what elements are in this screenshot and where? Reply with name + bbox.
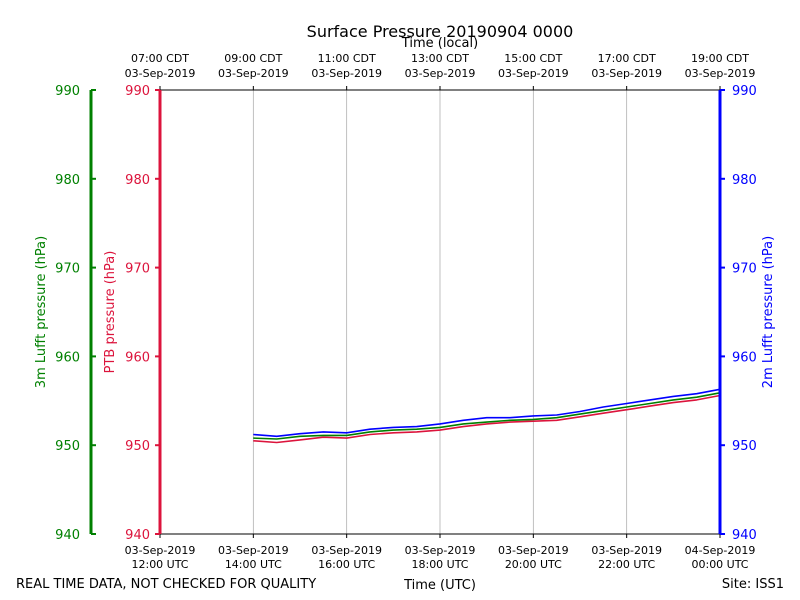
x-tick-date: 03-Sep-2019 bbox=[405, 544, 476, 557]
x-tick-time: 22:00 UTC bbox=[598, 558, 655, 571]
top-tick-time: 07:00 CDT bbox=[131, 52, 189, 65]
site-label: Site: ISS1 bbox=[722, 577, 784, 592]
x-tick-date: 03-Sep-2019 bbox=[218, 544, 289, 557]
ptb-y-tick-label: 940 bbox=[125, 528, 150, 543]
lufft3m-y-tick-label: 940 bbox=[55, 528, 80, 543]
top-axis-label: Time (local) bbox=[401, 36, 478, 51]
lufft2m-y-tick-label: 950 bbox=[732, 439, 757, 454]
x-tick-time: 20:00 UTC bbox=[505, 558, 562, 571]
top-tick-date: 03-Sep-2019 bbox=[218, 67, 289, 80]
x-tick-time: 14:00 UTC bbox=[225, 558, 282, 571]
top-tick-date: 03-Sep-2019 bbox=[591, 67, 662, 80]
x-tick-date: 03-Sep-2019 bbox=[591, 544, 662, 557]
x-axis-label: Time (UTC) bbox=[403, 578, 476, 593]
top-tick-time: 15:00 CDT bbox=[504, 52, 562, 65]
chart-title: Surface Pressure 20190904 0000 bbox=[307, 22, 574, 41]
x-tick-time: 00:00 UTC bbox=[691, 558, 748, 571]
x-tick-date: 03-Sep-2019 bbox=[311, 544, 382, 557]
grid-lines bbox=[252, 90, 628, 534]
top-tick-date: 03-Sep-2019 bbox=[405, 67, 476, 80]
lufft3m-y-tick-label: 980 bbox=[55, 173, 80, 188]
lufft3m-y-tick-label: 990 bbox=[55, 84, 80, 99]
ptb-y-tick-label: 950 bbox=[125, 439, 150, 454]
top-tick-time: 19:00 CDT bbox=[691, 52, 749, 65]
ptb-y-tick-label: 990 bbox=[125, 84, 150, 99]
x-tick-time: 16:00 UTC bbox=[318, 558, 375, 571]
top-tick-time: 09:00 CDT bbox=[224, 52, 282, 65]
ptb-y-tick-label: 980 bbox=[125, 173, 150, 188]
lufft2m-y-tick-label: 990 bbox=[732, 84, 757, 99]
top-tick-date: 03-Sep-2019 bbox=[498, 67, 569, 80]
lufft3m-y-tick-label: 950 bbox=[55, 439, 80, 454]
top-tick-time: 13:00 CDT bbox=[411, 52, 469, 65]
lufft2m-y-tick-label: 980 bbox=[732, 173, 757, 188]
x-tick-date: 04-Sep-2019 bbox=[685, 544, 756, 557]
series-layer bbox=[253, 388, 721, 444]
top-tick-time: 17:00 CDT bbox=[598, 52, 656, 65]
lufft2m-y-tick-label: 970 bbox=[732, 262, 757, 277]
ptb-y-tick-label: 970 bbox=[125, 262, 150, 277]
series-line-3m-lufft-pressure bbox=[253, 392, 721, 440]
ptb-y-tick-label: 960 bbox=[125, 350, 150, 365]
x-tick-time: 18:00 UTC bbox=[411, 558, 468, 571]
series-line-2m-lufft-pressure bbox=[253, 388, 721, 438]
lufft3m-y-tick-label: 960 bbox=[55, 350, 80, 365]
top-tick-date: 03-Sep-2019 bbox=[685, 67, 756, 80]
x-tick-date: 03-Sep-2019 bbox=[498, 544, 569, 557]
lufft2m-y-tick-label: 960 bbox=[732, 350, 757, 365]
lufft2m-y-tick-label: 940 bbox=[732, 528, 757, 543]
x-tick-date: 03-Sep-2019 bbox=[125, 544, 196, 557]
quality-disclaimer: REAL TIME DATA, NOT CHECKED FOR QUALITY bbox=[16, 577, 316, 592]
lufft2m-axis-title: 2m Lufft pressure (hPa) bbox=[761, 236, 776, 388]
x-tick-time: 12:00 UTC bbox=[131, 558, 188, 571]
series-line-ptb-pressure bbox=[253, 394, 721, 444]
top-tick-time: 11:00 CDT bbox=[318, 52, 376, 65]
lufft3m-axis-title: 3m Lufft pressure (hPa) bbox=[34, 236, 49, 388]
top-tick-date: 03-Sep-2019 bbox=[125, 67, 196, 80]
top-tick-date: 03-Sep-2019 bbox=[311, 67, 382, 80]
lufft3m-y-tick-label: 970 bbox=[55, 262, 80, 277]
ptb-axis-title: PTB pressure (hPa) bbox=[103, 251, 118, 374]
